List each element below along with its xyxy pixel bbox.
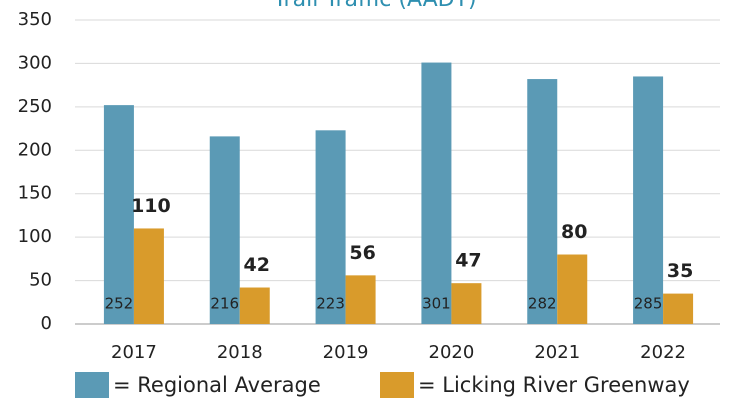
x-tick-label: 2021: [534, 342, 580, 363]
legend-swatch: [75, 372, 109, 398]
bar: [633, 76, 664, 324]
data-label: 223: [316, 295, 345, 313]
data-label: 285: [634, 295, 663, 313]
bar: [663, 293, 694, 324]
y-tick-label: 150: [18, 183, 52, 204]
data-label: 110: [131, 195, 171, 217]
y-tick-label: 350: [18, 9, 52, 30]
bar: [103, 105, 134, 325]
data-label: 301: [422, 295, 451, 313]
data-label: 252: [105, 295, 134, 313]
legend-label: = Regional Average: [113, 373, 321, 397]
y-tick-label: 250: [18, 96, 52, 117]
legend-label: = Licking River Greenway: [418, 373, 690, 397]
data-label: 80: [561, 221, 587, 243]
bar: [133, 228, 164, 324]
y-tick-label: 0: [41, 313, 52, 334]
x-tick-label: 2017: [111, 342, 157, 363]
bar: [557, 254, 588, 324]
y-tick-label: 50: [29, 270, 52, 291]
y-tick-label: 100: [18, 226, 52, 247]
bar: [239, 287, 270, 324]
chart-title: Trail Traffic (AADT): [272, 0, 476, 12]
data-label: 56: [349, 242, 375, 264]
bar: [451, 283, 482, 324]
y-tick-label: 300: [18, 52, 52, 73]
x-tick-label: 2019: [323, 342, 369, 363]
bar: [209, 136, 240, 324]
x-tick-label: 2022: [640, 342, 686, 363]
x-tick-label: 2018: [217, 342, 263, 363]
data-label: 47: [455, 250, 481, 272]
legend-swatch: [380, 372, 414, 398]
x-tick-label: 2020: [429, 342, 475, 363]
data-label: 35: [667, 260, 693, 282]
bar: [315, 130, 346, 324]
data-label: 216: [210, 295, 239, 313]
bar: [421, 62, 452, 325]
bar: [345, 275, 376, 324]
data-label: 282: [528, 295, 557, 313]
y-tick-label: 200: [18, 139, 52, 160]
bar: [527, 79, 558, 324]
data-label: 42: [244, 254, 270, 276]
